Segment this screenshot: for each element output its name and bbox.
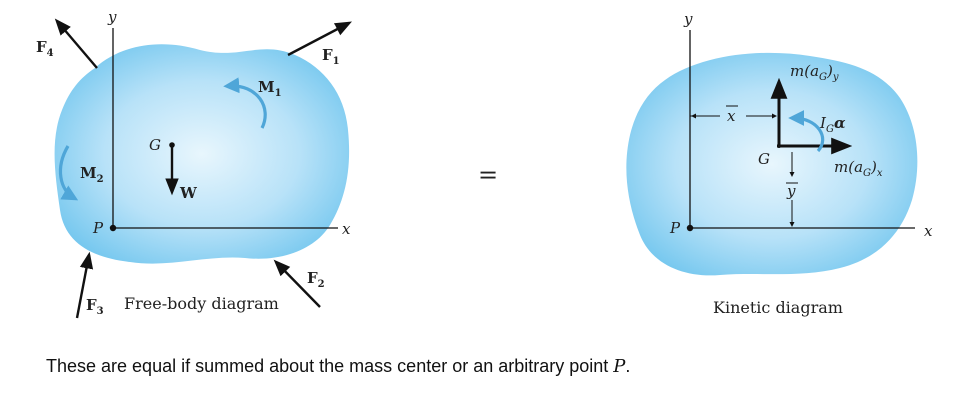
fbd-title: Free-body diagram [124,294,279,313]
moment-m2-label: M2 [80,164,104,185]
kinetic-diagram: y x P x y G m(aG)y IGα m(aG)x [626,10,933,317]
force-f1-arrow [287,21,352,57]
caption-point: P [613,356,626,377]
force-f1-label: F1 [322,46,340,67]
kd-point-g [777,144,781,148]
free-body-diagram: y x P G W M1 M2 F1 F4 F2 [36,8,352,319]
iga-moment-arrow [788,110,825,153]
kd-point-p [686,224,694,232]
m-ay-label: m(aG)y [790,62,839,83]
force-f2-arrow [273,259,321,308]
caption: These are equal if summed about the mass… [46,356,630,377]
force-f3-label: F3 [86,296,104,317]
fbd-axis-x-label: x [342,220,351,238]
caption-end: . [625,356,631,376]
xbar-label: x [727,107,736,125]
ybar-label: y [786,182,796,200]
fbd-point-p-label: P [92,219,104,237]
force-f3-arrow [75,251,94,319]
moment-m1-arrow [223,77,267,129]
kd-point-g-label: G [758,150,770,168]
fbd-point-g-label: G [149,136,161,154]
kd-body [626,52,918,276]
force-f4-label: F4 [36,38,54,59]
moment-m1-label: M1 [258,78,282,99]
m-ax-label: m(aG)x [834,158,883,179]
iga-label: IGα [819,114,846,135]
fbd-body [54,44,350,264]
kd-axis-y-label: y [683,10,693,28]
moment-m2-arrow [58,145,79,201]
kd-title: Kinetic diagram [713,298,843,317]
fbd-axis-y-label: y [107,8,117,26]
kd-point-p-label: P [669,219,681,237]
fbd-point-g [169,142,175,148]
weight-label: W [179,184,198,202]
caption-text: These are equal if summed about the mass… [46,356,614,376]
force-f4-arrow [54,18,98,69]
equals-sign: = [478,161,498,189]
kd-axis-x-label: x [924,222,933,240]
force-f2-label: F2 [307,269,325,290]
fbd-point-p [109,224,117,232]
